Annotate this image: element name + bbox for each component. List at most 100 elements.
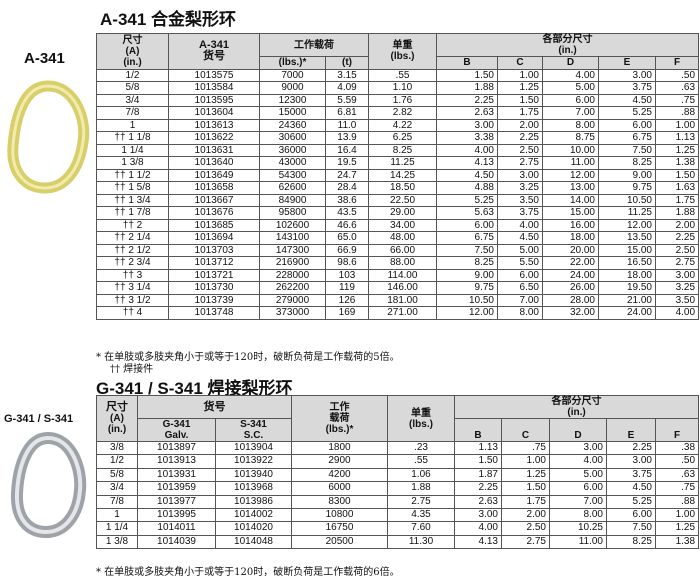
table-cell: 1013649 <box>168 168 260 182</box>
table-cell: 14.25 <box>368 168 437 182</box>
table-cell: 20.00 <box>542 243 599 257</box>
table-cell: 10.50 <box>436 293 498 307</box>
header-c: C <box>501 418 550 442</box>
table-cell: 8.25 <box>368 143 437 157</box>
table-cell: 1.50 <box>501 481 550 496</box>
table-cell: .88 <box>654 494 700 510</box>
section2-title: G-341 / S-341 焊接梨形环 <box>96 379 293 398</box>
table-cell: 1.88 <box>387 481 455 496</box>
table-cell: 1014020 <box>215 521 292 536</box>
table-cell: 1 3/8 <box>96 534 138 550</box>
header-d: D <box>542 56 599 70</box>
table-cell: 1014039 <box>137 534 216 550</box>
table-cell: 4.50 <box>598 93 656 107</box>
table-cell: 3.50 <box>497 193 543 207</box>
table-row: †† 2 3/4 1013712 216900 98.6 88.00 8.25 5.50 22… <box>96 256 700 270</box>
header-s341: S-341 S.C. <box>215 418 292 442</box>
table-cell: 1.13 <box>654 131 700 145</box>
header-size: 尺寸 (A) (in.) <box>96 395 138 442</box>
table-cell: 7.50 <box>598 143 656 157</box>
table-cell: 2.25 <box>606 440 656 456</box>
table-cell: 271.00 <box>368 306 437 320</box>
table-cell: 1 1/4 <box>96 521 138 536</box>
table-row: †† 2 1013685 102600 46.6 34.00 6.00 4.00 16.00 1… <box>96 218 700 232</box>
header-size: 尺寸 (A) (in.) <box>96 33 169 70</box>
header-c: C <box>497 56 543 70</box>
table-cell: 1013922 <box>215 454 292 469</box>
table-cell: †† 1 1/8 <box>96 131 169 145</box>
table-row: 1 1/4 1014011 1014020 16750 7.60 4.00 2.50 10.2… <box>96 521 700 536</box>
table-cell: 18.00 <box>542 231 599 245</box>
table-cell: 1 1/4 <box>96 143 169 157</box>
table-cell: 1013584 <box>168 81 260 95</box>
table-cell: 62600 <box>259 181 326 195</box>
table-cell: 1.00 <box>654 508 700 523</box>
table-cell: 2.50 <box>654 243 700 257</box>
table-cell: 1.38 <box>654 534 700 550</box>
header-part-number: 货号 <box>137 395 292 419</box>
header-part-number: A-341 货号 <box>168 33 260 70</box>
table-cell: 1014011 <box>137 521 216 536</box>
table-cell: 13.50 <box>598 231 656 245</box>
table-cell: 3/4 <box>96 481 138 496</box>
table-cell: 8.25 <box>598 156 656 170</box>
table-cell: 103 <box>325 268 369 282</box>
table-cell: 2.25 <box>454 481 502 496</box>
table-cell: 1013940 <box>215 467 292 483</box>
table-cell: 1013959 <box>137 481 216 496</box>
table-cell: 9.00 <box>436 268 498 282</box>
table-cell: 4.00 <box>497 218 543 232</box>
table-cell: 16.50 <box>598 256 656 270</box>
table-row: 7/8 1013604 15000 6.81 2.82 2.63 1.75 7.00 5.25.… <box>96 106 700 120</box>
table-cell: 1.38 <box>654 156 700 170</box>
footnote-welded: †† 焊接件 <box>110 364 154 375</box>
table-cell: 11.0 <box>325 118 369 132</box>
table-cell: 3.00 <box>654 268 700 282</box>
table-cell: 10.00 <box>542 143 599 157</box>
table-cell: 7/8 <box>96 494 138 510</box>
table-cell: 1.25 <box>654 143 700 157</box>
table-cell: 1800 <box>291 440 388 456</box>
table-cell: 1013622 <box>168 131 260 145</box>
table-row: †† 2 1/4 1013694 143100 65.0 48.00 6.75 4.50 18… <box>96 231 700 245</box>
table-cell: 1013631 <box>168 143 260 157</box>
table-row: 1 3/8 1014039 1014048 20500 11.30 4.13 2.75 11.… <box>96 534 700 550</box>
table-cell: 12.00 <box>542 168 599 182</box>
table-cell: 2.75 <box>497 156 543 170</box>
header-b: B <box>436 56 498 70</box>
table-cell: 16750 <box>291 521 388 536</box>
table-cell: 6.00 <box>542 93 599 107</box>
table-cell: .63 <box>654 467 700 483</box>
table-cell: 146.00 <box>368 281 437 295</box>
table-cell: 114.00 <box>368 268 437 282</box>
table-cell: 2.25 <box>436 93 498 107</box>
table-cell: 18.00 <box>598 268 656 282</box>
header-wll: 工作 载荷 (lbs.)* <box>291 395 388 442</box>
table-cell: 1013904 <box>215 440 292 456</box>
table-row: †† 1 5/8 1013658 62600 28.4 18.50 4.88 3.25 13.… <box>96 181 700 195</box>
table-cell: 1/2 <box>96 454 138 469</box>
table-cell: 1013676 <box>168 206 260 220</box>
table-cell: 7.50 <box>436 243 498 257</box>
table-cell: 4200 <box>291 467 388 483</box>
footnote-6x: * 在单肢或多肢夹角小于或等于120时，破断负荷是工作载荷的6倍。 <box>96 567 400 578</box>
table-cell: 1.00 <box>501 454 550 469</box>
table-cell: 1.10 <box>368 81 437 95</box>
table-cell: 28.4 <box>325 181 369 195</box>
table-cell: 6.00 <box>598 118 656 132</box>
table-cell: 6.25 <box>368 131 437 145</box>
table-cell: 88.00 <box>368 256 437 270</box>
table-cell: 4.13 <box>454 534 502 550</box>
table-cell: 4.00 <box>549 454 607 469</box>
table-cell: .75 <box>501 440 550 456</box>
table-cell: 6.00 <box>606 508 656 523</box>
table-cell: 95800 <box>259 206 326 220</box>
table-cell: 2.75 <box>654 256 700 270</box>
section1-title: A-341 合金梨形环 <box>100 10 237 29</box>
table-cell: 1.87 <box>454 467 502 483</box>
table-cell: 3.00 <box>436 118 498 132</box>
table-cell: 181.00 <box>368 293 437 307</box>
table-row: †† 3 1/2 1013739 279000 126 181.00 10.50 7.00 2… <box>96 293 700 307</box>
table-cell: 216900 <box>259 256 326 270</box>
header-e: E <box>598 56 656 70</box>
